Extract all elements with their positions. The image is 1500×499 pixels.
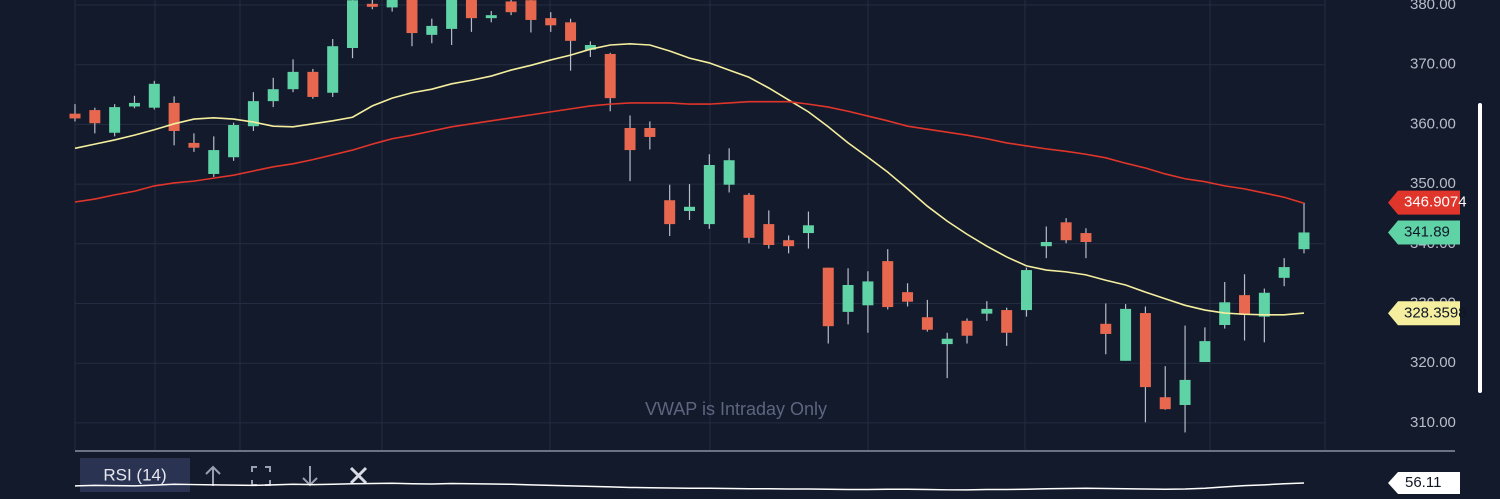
candle-body [446,0,458,29]
y-tick-label: 370.00 [1410,56,1456,73]
moving-average [74,43,1305,316]
candle-body [1298,232,1310,250]
candle-body [1278,267,1290,278]
candle-body [386,0,398,8]
price-tag-label: 346.9074 [1404,194,1467,211]
candle-body [247,101,259,127]
candle-body [584,45,596,50]
y-tick-label: 310.00 [1410,414,1456,431]
candle-body [505,1,517,13]
candle-body [1040,242,1052,247]
candle-body [921,317,933,330]
candle-body [1120,308,1132,361]
candle-body [882,261,894,308]
candle-body [1060,222,1072,241]
candle-body [743,194,755,238]
candle-body [961,320,973,336]
candle-body [1020,270,1032,311]
candle-body [624,127,636,151]
rsi-tag-label: 56.11 [1405,474,1441,491]
vertical-grid [74,0,1326,450]
candle-body [941,338,953,345]
candle-body [148,83,160,108]
candle-body [822,267,834,327]
rsi-tag [1388,471,1460,494]
candle-body [703,165,715,225]
candle-body [783,240,795,247]
candle-body [307,71,319,97]
candle-body [89,110,101,124]
price-tag [1388,301,1460,326]
candle-body [1199,341,1211,363]
candle-body [347,0,359,48]
y-tick-label: 350.00 [1410,175,1456,192]
moving-average [74,100,1305,204]
candle-body [1100,323,1112,334]
candle-body [1179,379,1191,405]
candle-body [565,22,577,41]
candle-body [327,46,339,93]
candle-body [763,224,775,245]
candle-body [545,18,557,26]
candle-body [644,127,656,137]
y-tick-label: 320.00 [1410,354,1456,371]
candle-body [802,225,814,234]
candle-body [109,107,121,133]
candle-body [1139,313,1151,388]
candle-body [188,142,200,148]
candle-body [981,308,993,314]
price-tags: 346.9074 341.89 328.3598 [1388,190,1467,326]
rsi-label: RSI (14) [103,465,166,484]
candle-body [1239,295,1251,315]
lines [74,43,1305,316]
rsi-icons[interactable] [205,465,368,487]
vwap-note: VWAP is Intraday Only [645,399,827,419]
candle-body [287,71,299,90]
candle-body [1001,310,1013,333]
price-tag [1388,220,1460,245]
rsi-pane: RSI (14) 56.11 [74,458,1460,494]
candle-body [168,102,180,131]
rsi-line [74,482,1305,491]
candle-body [69,113,81,119]
candle-body [366,3,378,7]
candle-body [1258,292,1270,317]
candle-body [723,160,735,185]
candle-body [465,0,477,19]
candle-body [228,125,240,158]
candle-body [604,53,616,99]
y-tick-label: 380.00 [1410,0,1456,13]
candle-body [684,206,695,211]
candle-body [208,150,220,174]
candle-body [267,89,279,102]
candle-body [862,281,874,306]
candle-body [902,292,914,302]
price-tag [1388,190,1460,215]
candle-body [1080,233,1092,243]
candle-body [426,25,438,35]
candle-body [664,200,676,225]
price-tag-label: 341.89 [1404,223,1450,240]
price-tag-label: 328.3598 [1404,304,1467,321]
candle-body [485,15,497,19]
scrollbar[interactable] [1478,103,1482,393]
candle-body [525,0,537,20]
candle-body [128,102,140,107]
candle-body [1159,397,1171,410]
y-tick-label: 360.00 [1410,115,1456,132]
candle-body [842,284,854,312]
candle-body [406,0,418,34]
candles [69,0,1310,433]
